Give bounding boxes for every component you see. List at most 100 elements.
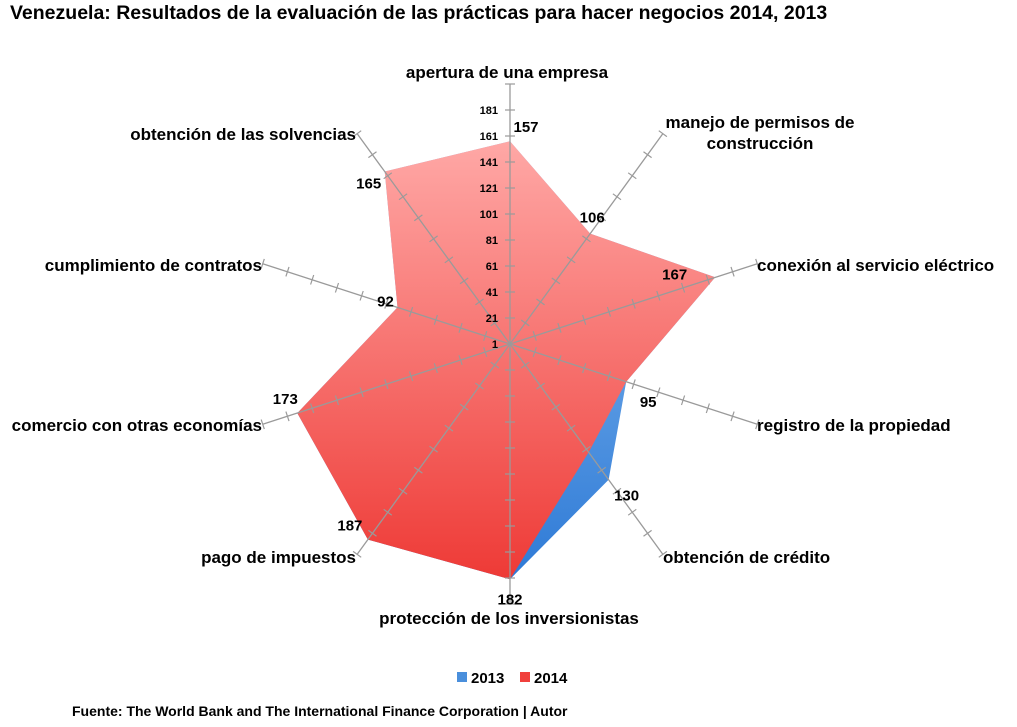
axis-tick	[536, 298, 545, 306]
category-label: pago de impuestos	[201, 548, 356, 567]
value-label: 92	[377, 293, 394, 310]
tick-label: 21	[486, 313, 498, 325]
axis-tick	[730, 411, 735, 422]
axis-tick	[429, 445, 438, 453]
axis-tick	[597, 214, 607, 222]
axis-tick	[285, 266, 290, 277]
axis-tick	[383, 508, 393, 516]
axis-tick	[582, 445, 591, 453]
axis-tick	[475, 298, 484, 306]
axis-tick	[643, 151, 652, 159]
axis-tick	[606, 306, 612, 317]
axis-tick	[582, 235, 591, 243]
axis-tick	[532, 331, 537, 341]
axis-tick	[658, 130, 668, 138]
category-label: manejo de permisos de	[666, 113, 855, 132]
axis-tick	[408, 306, 414, 317]
axis-tick	[631, 298, 636, 309]
value-labels: 157 106 167 95 130 182 187 173 92 165	[273, 119, 687, 608]
axis-tick	[566, 256, 576, 264]
axis-tick	[680, 282, 686, 293]
axis-tick	[398, 487, 408, 495]
tick-label: 161	[480, 131, 498, 143]
tick-label: 61	[486, 261, 498, 273]
axis-tick	[612, 193, 622, 201]
axes-layer	[260, 83, 760, 605]
tick-label: 121	[480, 183, 498, 195]
axis-tick	[490, 361, 500, 369]
axis-tick	[413, 466, 423, 474]
series-layer	[297, 141, 716, 580]
axis-tick	[612, 487, 622, 495]
axis-tick	[656, 387, 661, 398]
category-label: cumplimiento de contratos	[45, 256, 262, 275]
axis-tick	[359, 290, 364, 301]
axis-tick	[730, 266, 735, 277]
axis-tick	[352, 130, 362, 138]
axis-tick	[368, 529, 377, 537]
axis-tick	[444, 256, 454, 264]
axis-tick	[408, 371, 414, 382]
value-label: 167	[662, 266, 687, 283]
axis-tick	[582, 363, 587, 374]
axis-tick	[459, 403, 469, 411]
tick-label: 181	[480, 105, 498, 117]
legend-swatch-2014	[520, 672, 530, 682]
axis-tick	[520, 361, 530, 369]
axis-tick	[433, 363, 438, 374]
axis-tick	[606, 371, 612, 382]
category-label: registro de la propiedad	[757, 416, 951, 435]
chart-source: Fuente: The World Bank and The Internati…	[72, 703, 568, 719]
chart-title: Venezuela: Resultados de la evaluación d…	[10, 2, 828, 24]
axis-tick	[627, 172, 637, 180]
axis-tick	[483, 331, 488, 341]
value-label: 130	[614, 488, 639, 505]
axis-tick	[384, 298, 389, 309]
value-label: 95	[640, 394, 657, 411]
axis-tick	[680, 395, 686, 406]
value-label: 106	[580, 210, 605, 227]
axis-tick	[705, 403, 710, 414]
axis-tick	[429, 235, 438, 243]
axis-tick	[557, 355, 562, 365]
axis-tick	[475, 382, 484, 390]
axis-tick	[658, 550, 668, 558]
axis-tick	[334, 395, 340, 406]
category-label: conexión al servicio eléctrico	[757, 256, 994, 275]
tick-label: 141	[480, 157, 498, 169]
axis-tick	[627, 508, 637, 516]
value-label: 187	[337, 518, 362, 535]
category-labels: apertura de una empresa manejo de permiso…	[12, 63, 995, 628]
axis-tick	[285, 411, 290, 422]
axis-tick	[260, 419, 265, 430]
axis-tick	[755, 258, 760, 269]
axis-tick	[566, 424, 576, 432]
axis-tick	[310, 403, 315, 414]
axis-tick	[352, 550, 362, 558]
axis-tick	[334, 282, 340, 293]
category-label: obtención de crédito	[663, 548, 830, 567]
value-label: 157	[513, 119, 538, 136]
category-label: obtención de las solvencias	[130, 125, 356, 144]
axis-tick	[368, 151, 377, 159]
axis-tick	[458, 323, 463, 333]
axis-tick	[755, 419, 760, 430]
axis-tick	[459, 277, 469, 285]
axis-tick	[483, 347, 488, 357]
tick-label: 1	[492, 339, 498, 351]
axis-tick	[557, 323, 562, 333]
value-label: 165	[356, 176, 381, 193]
axis-tick	[260, 258, 265, 269]
value-label: 173	[273, 391, 298, 408]
tick-label: 101	[480, 209, 498, 221]
category-label: apertura de una empresa	[406, 63, 609, 82]
tick-label: 81	[486, 235, 498, 247]
axis-tick	[551, 403, 561, 411]
series-2014-area	[297, 141, 716, 580]
axis-tick	[597, 466, 607, 474]
axis-tick	[458, 355, 463, 365]
category-label: protección de los inversionistas	[379, 609, 639, 628]
axis-tick	[631, 379, 636, 390]
